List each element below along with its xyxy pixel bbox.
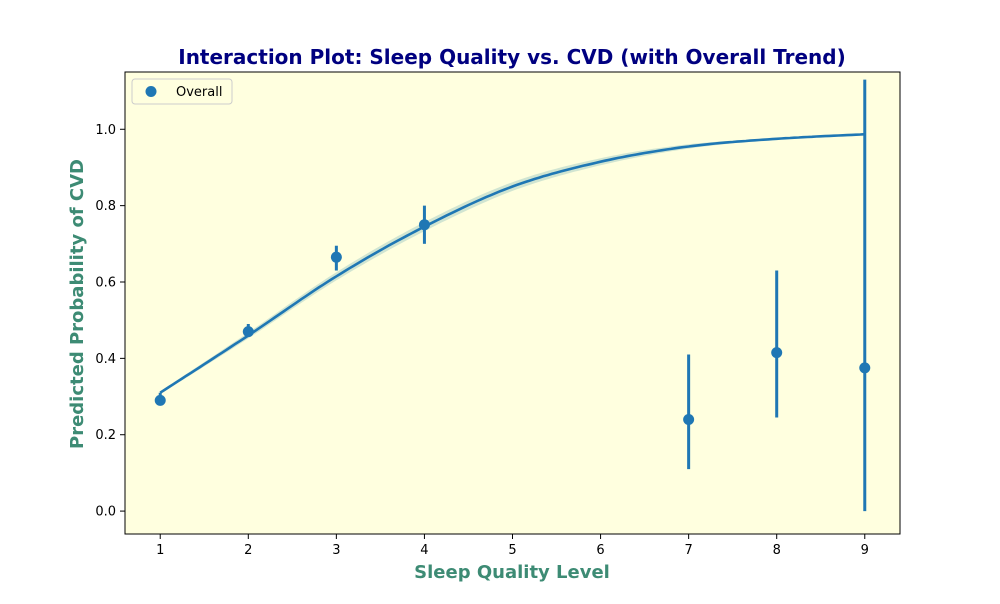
data-point bbox=[859, 362, 871, 374]
point-layer bbox=[154, 219, 871, 425]
legend-marker bbox=[145, 86, 157, 97]
trend-line bbox=[159, 132, 865, 394]
legend-box bbox=[131, 78, 233, 105]
y-tick-label: 0.6 bbox=[95, 276, 116, 291]
x-axis-ticks: 1 2 3 4 5 6 7 8 9 bbox=[156, 534, 869, 558]
data-point bbox=[418, 219, 430, 231]
x-tick-label: 1 bbox=[156, 543, 164, 558]
trend-line-layer bbox=[159, 132, 865, 394]
y-tick-label: 0.0 bbox=[95, 505, 116, 520]
plot-frame bbox=[124, 71, 901, 535]
y-tick-label: 1.0 bbox=[95, 123, 116, 138]
y-axis-label: Predicted Probability of CVD bbox=[67, 159, 88, 449]
legend-label: Overall bbox=[176, 85, 222, 100]
x-tick-label: 3 bbox=[332, 543, 340, 558]
y-axis-ticks: 0.0 0.2 0.4 0.6 0.8 1.0 bbox=[95, 123, 125, 520]
data-point bbox=[683, 413, 695, 425]
data-point bbox=[242, 326, 254, 338]
legend: Overall bbox=[131, 78, 233, 105]
error-bar-layer bbox=[158, 79, 867, 512]
x-tick-label: 8 bbox=[773, 543, 781, 558]
y-tick-label: 0.8 bbox=[95, 199, 116, 214]
plot-area bbox=[125, 72, 900, 534]
x-tick-label: 7 bbox=[684, 543, 692, 558]
x-tick-label: 5 bbox=[508, 543, 516, 558]
data-point bbox=[154, 394, 166, 406]
y-tick-label: 0.4 bbox=[95, 352, 116, 367]
x-tick-label: 2 bbox=[244, 543, 252, 558]
data-point bbox=[771, 347, 783, 359]
x-axis-label: Sleep Quality Level bbox=[414, 562, 610, 583]
chart-title: Interaction Plot: Sleep Quality vs. CVD … bbox=[178, 45, 846, 69]
y-tick-label: 0.2 bbox=[95, 428, 116, 443]
x-tick-label: 4 bbox=[420, 543, 428, 558]
data-point bbox=[330, 251, 342, 263]
x-tick-label: 6 bbox=[596, 543, 604, 558]
x-tick-label: 9 bbox=[861, 543, 869, 558]
